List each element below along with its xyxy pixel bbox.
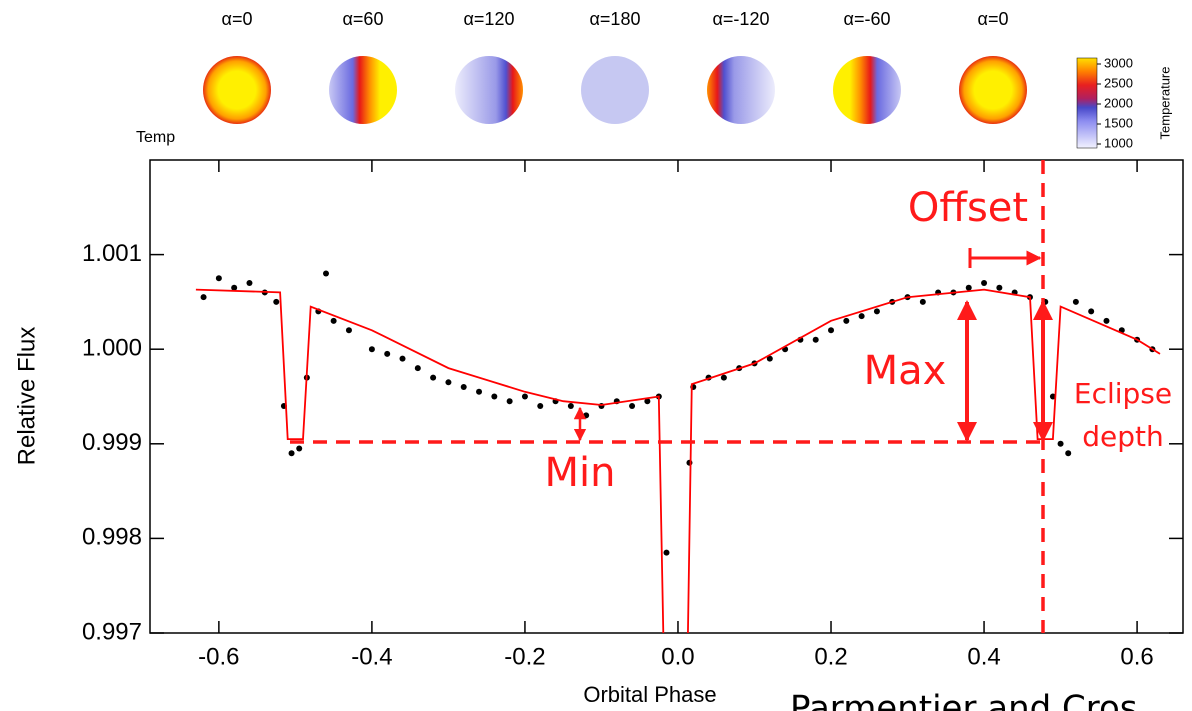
data-point <box>583 412 590 419</box>
data-point <box>215 275 222 282</box>
data-point <box>445 379 452 386</box>
data-point <box>491 393 498 400</box>
data-point <box>720 374 727 381</box>
colorbar-tick-label: 3000 <box>1104 55 1133 70</box>
x-tick-label: -0.6 <box>198 643 239 670</box>
data-point <box>537 402 544 409</box>
data-point <box>399 355 406 362</box>
data-point <box>663 549 670 556</box>
row-label: Temp <box>136 129 175 146</box>
data-point <box>981 279 988 286</box>
data-point <box>766 355 773 362</box>
data-point <box>288 450 295 457</box>
data-point <box>296 445 303 452</box>
data-point <box>200 294 207 301</box>
data-point <box>567 402 574 409</box>
planet-map <box>707 56 775 124</box>
colorbar-tick-label: 1500 <box>1104 115 1133 130</box>
data-point <box>1088 308 1095 315</box>
data-point <box>919 298 926 305</box>
data-point <box>644 398 651 405</box>
data-point <box>322 270 329 277</box>
eclipse-label: depth <box>1082 420 1164 453</box>
colorbar-tick-label: 1000 <box>1104 135 1133 150</box>
data-point <box>843 317 850 324</box>
data-point <box>273 298 280 305</box>
data-point <box>686 459 693 466</box>
eclipse-label: Eclipse <box>1074 377 1172 410</box>
phase-label: α=0 <box>222 9 253 29</box>
data-point <box>330 317 337 324</box>
credit: Parmentier and Cros <box>790 689 1138 711</box>
min-label: Min <box>545 450 616 496</box>
data-point <box>521 393 528 400</box>
data-point <box>430 374 437 381</box>
data-point <box>629 402 636 409</box>
data-point <box>1057 440 1064 447</box>
x-tick-label: 0.2 <box>814 643 847 670</box>
data-point <box>812 336 819 343</box>
phase-label: α=60 <box>343 9 384 29</box>
phase-label: α=120 <box>464 9 515 29</box>
y-tick-label: 1.000 <box>82 335 142 362</box>
data-point <box>965 284 972 291</box>
y-tick-label: 1.001 <box>82 240 142 267</box>
data-point <box>476 388 483 395</box>
x-tick-label: -0.4 <box>351 643 392 670</box>
x-axis-label: Orbital Phase <box>583 682 716 707</box>
colorbar <box>1076 57 1098 149</box>
data-point <box>414 365 421 372</box>
data-point <box>506 398 513 405</box>
planet-map <box>581 56 649 124</box>
x-tick-label: -0.2 <box>504 643 545 670</box>
data-point <box>231 284 238 291</box>
x-tick-label: 0.6 <box>1120 643 1153 670</box>
data-point <box>996 284 1003 291</box>
plot-frame <box>149 159 1184 634</box>
x-tick-label: 0.4 <box>967 643 1000 670</box>
data-point <box>858 313 865 320</box>
phase-label: α=-60 <box>844 9 891 29</box>
data-point <box>1072 298 1079 305</box>
y-tick-label: 0.998 <box>82 524 142 551</box>
planet-map <box>203 56 271 124</box>
colorbar-label: Temperature <box>1157 67 1172 140</box>
phase-maps <box>203 56 1027 124</box>
y-tick-label: 0.997 <box>82 618 142 645</box>
colorbar-tick-label: 2500 <box>1104 75 1133 90</box>
plot-area <box>195 270 1161 633</box>
phase-label: α=0 <box>978 9 1009 29</box>
data-point <box>828 327 835 334</box>
phase-label: α=180 <box>590 9 641 29</box>
data-point <box>1103 317 1110 324</box>
data-point <box>345 327 352 334</box>
offset-label: Offset <box>908 185 1028 231</box>
y-tick-label: 0.999 <box>82 429 142 456</box>
data-point <box>873 308 880 315</box>
planet-map <box>329 56 397 124</box>
x-tick-label: 0.0 <box>661 643 694 670</box>
data-point <box>460 384 467 391</box>
annotations: Offset Max Min Eclipse depth <box>290 160 1172 633</box>
y-axis-label: Relative Flux <box>13 327 40 466</box>
phase-label: α=-120 <box>713 9 770 29</box>
planet-map <box>959 56 1027 124</box>
planet-map <box>455 56 523 124</box>
data-point <box>246 279 253 286</box>
data-point <box>384 350 391 357</box>
max-label: Max <box>864 348 947 394</box>
data-point <box>368 346 375 353</box>
planet-map <box>833 56 901 124</box>
colorbar-tick-label: 2000 <box>1104 95 1133 110</box>
data-point <box>1065 450 1072 457</box>
